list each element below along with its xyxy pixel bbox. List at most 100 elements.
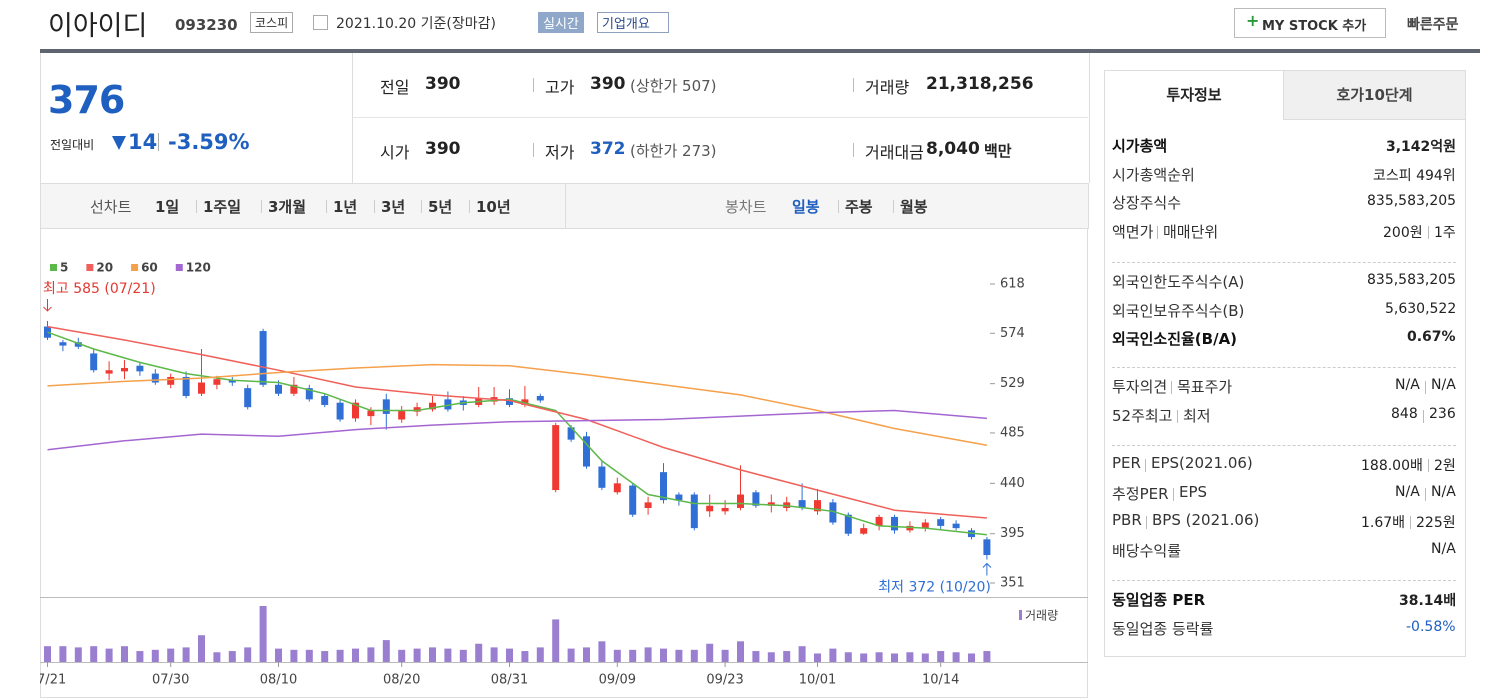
- candle-body: [367, 410, 375, 417]
- volume-bar: [74, 647, 82, 662]
- mystock-button[interactable]: [1234, 8, 1386, 38]
- candle-body: [875, 516, 883, 526]
- plus-icon: +: [1246, 11, 1260, 30]
- candle-body: [275, 384, 282, 394]
- quick-order[interactable]: 빠른주문: [1407, 17, 1459, 33]
- quote-value: 372: [590, 139, 626, 159]
- divider: [1428, 225, 1429, 239]
- info-label: 52주최고: [1112, 406, 1173, 425]
- tab[interactable]: 3개월: [268, 198, 307, 216]
- divider: [353, 117, 1088, 118]
- volume-bar: [598, 641, 606, 662]
- volume-bar: [290, 649, 298, 662]
- legend-label: 5: [60, 261, 68, 275]
- volume-bar: [367, 647, 375, 662]
- tab[interactable]: 일봉: [792, 198, 820, 216]
- tab[interactable]: 5년: [428, 198, 453, 216]
- candle-body: [352, 402, 359, 419]
- quote-label: 거래량: [865, 78, 910, 97]
- volume-bar: [644, 647, 652, 662]
- info-value: 3,142억원: [1386, 139, 1457, 155]
- volume-bar: [921, 653, 929, 662]
- volume-bar: [259, 606, 267, 662]
- divider: [469, 200, 470, 213]
- candle-body: [429, 402, 436, 410]
- info-label: 시가총액순위: [1112, 165, 1195, 184]
- tab[interactable]: 10년: [476, 198, 511, 216]
- divider: [158, 133, 159, 151]
- info-value: N/A: [1431, 377, 1456, 393]
- moving-average-line: [47, 409, 987, 451]
- volume-bar: [90, 646, 98, 662]
- volume-bar: [552, 619, 560, 662]
- mystock-label[interactable]: MY STOCK 추가: [1262, 19, 1367, 34]
- info-panel: [1104, 70, 1466, 657]
- quote-label: 저가: [545, 143, 575, 162]
- volume-bar: [613, 649, 621, 662]
- y-tick-label: 395: [1000, 526, 1025, 541]
- quote-label: 시가: [380, 143, 410, 162]
- candle-body: [921, 522, 929, 529]
- volume-bar: [690, 649, 698, 662]
- divider: [326, 200, 327, 213]
- volume-bar: [198, 635, 205, 662]
- tab-group-label: 봉차트: [725, 198, 767, 216]
- divider: [838, 200, 839, 213]
- info-value: 835,583,205: [1367, 272, 1457, 288]
- volume-bar: [429, 647, 436, 662]
- candle-body: [844, 514, 852, 534]
- tab[interactable]: 주봉: [845, 198, 873, 216]
- tab[interactable]: 1일: [155, 198, 180, 216]
- info-label: BPS (2021.06): [1152, 511, 1260, 529]
- tab[interactable]: 1년: [333, 198, 358, 216]
- candle-body: [44, 326, 51, 338]
- info-tab[interactable]: 호가10단계: [1283, 71, 1465, 120]
- candle-body: [644, 502, 652, 508]
- volume-bar: [336, 649, 344, 662]
- info-label: EPS(2021.06): [1151, 454, 1253, 472]
- volume-bar: [413, 648, 421, 662]
- volume-bar: [506, 648, 513, 662]
- tab[interactable]: 1주일: [203, 198, 242, 216]
- volume-bar: [906, 652, 914, 662]
- volume-bar: [44, 646, 51, 662]
- volume-label: 거래량: [1025, 609, 1058, 623]
- change-value: 14: [128, 130, 158, 154]
- overview-button[interactable]: 기업개요: [597, 12, 669, 33]
- candle-body: [798, 500, 806, 508]
- volume-bar: [629, 649, 637, 662]
- candle-body: [305, 388, 313, 400]
- candle-body: [737, 494, 744, 508]
- quote-sub: (하한가 273): [630, 142, 717, 160]
- divider: [565, 184, 566, 228]
- info-label: PBR: [1112, 511, 1142, 529]
- y-tick-label: 485: [1000, 425, 1025, 440]
- tab[interactable]: 월봉: [900, 198, 928, 216]
- info-label: 목표주가: [1177, 378, 1233, 396]
- candle-body: [259, 331, 267, 385]
- tab[interactable]: 3년: [381, 198, 406, 216]
- info-label: 외국인보유주식수(B): [1112, 301, 1245, 320]
- high-annotation: 최고 585 (07/21): [43, 281, 156, 297]
- volume-swatch: [1019, 610, 1022, 620]
- volume-bar: [167, 648, 175, 662]
- info-label: 동일업종 PER: [1112, 591, 1206, 609]
- realtime-button[interactable]: 실시간: [538, 12, 584, 33]
- candle-body: [136, 365, 144, 372]
- candle-body: [198, 382, 205, 394]
- info-tab[interactable]: 투자정보: [1105, 71, 1283, 119]
- quote-box: [40, 53, 1090, 183]
- volume-bar: [121, 646, 128, 662]
- x-tick-label: 09/09: [599, 673, 636, 688]
- info-value: N/A: [1395, 377, 1420, 393]
- volume-bar: [814, 653, 821, 662]
- y-tick-label: 529: [1000, 376, 1025, 391]
- info-value: 835,583,205: [1367, 193, 1457, 209]
- candle-body: [105, 370, 113, 374]
- x-tick-label: 07/30: [152, 673, 189, 688]
- quote-value: 390: [425, 139, 461, 159]
- x-tick-label: 07/21: [40, 673, 66, 688]
- candle-body: [213, 379, 221, 385]
- quote-label: 고가: [545, 78, 575, 97]
